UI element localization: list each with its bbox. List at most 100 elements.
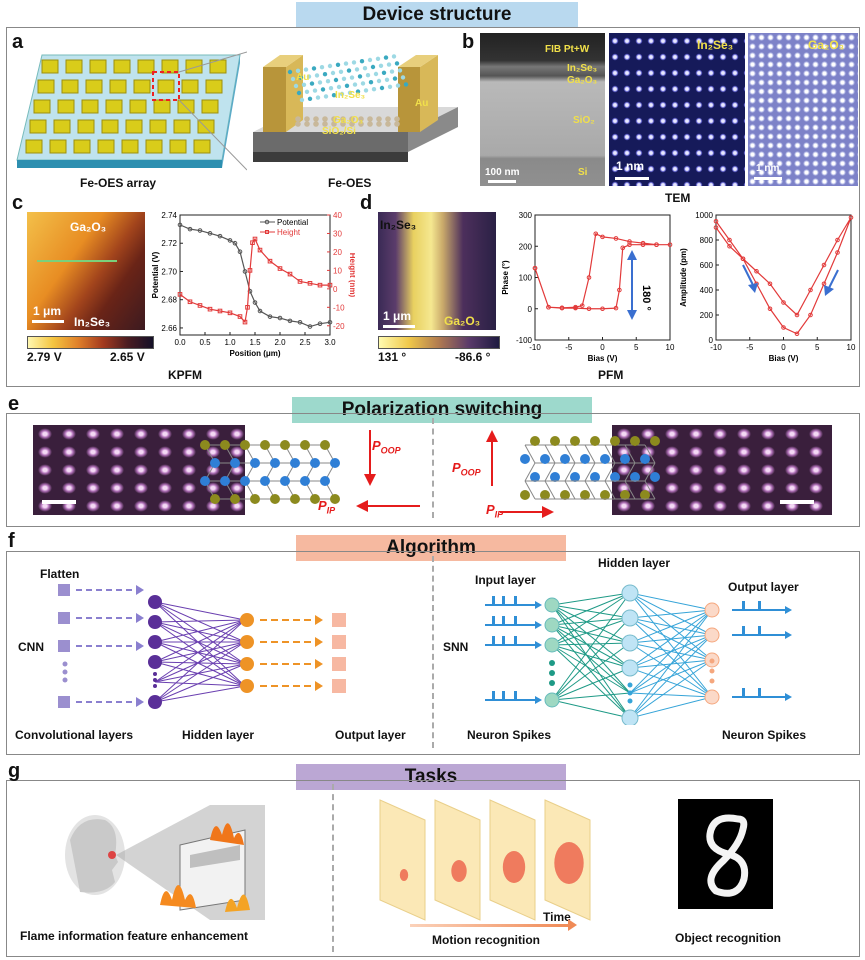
- haadf-image-right: [612, 425, 832, 515]
- electrode-pad: [113, 59, 131, 74]
- atom: [319, 65, 325, 70]
- cnn-label: CNN: [18, 640, 44, 654]
- hidden-neuron: [621, 584, 639, 602]
- data-point: [252, 236, 258, 242]
- connection: [154, 601, 246, 665]
- connection: [629, 659, 713, 719]
- atom: [358, 121, 364, 127]
- object-caption: Object recognition: [675, 931, 782, 945]
- output-neuron: [704, 689, 720, 705]
- spike: [502, 616, 505, 625]
- data-point: [187, 226, 193, 232]
- tem-layer-ga2o3: Ga₂O₃: [567, 75, 598, 86]
- atom: [280, 440, 290, 450]
- legend-marker-height: [265, 230, 269, 234]
- atom: [400, 75, 406, 80]
- data-point: [317, 321, 323, 327]
- y-tick-label: 2.74: [161, 211, 177, 220]
- time-arrow: [410, 924, 570, 927]
- data-point: [573, 304, 578, 310]
- atom: [330, 494, 340, 504]
- output-neuron: [704, 627, 720, 643]
- input-neuron: [544, 637, 560, 653]
- ellipsis-dot: [153, 684, 157, 688]
- output-unit: [332, 657, 346, 671]
- atom: [394, 121, 400, 127]
- electrode-pad: [157, 79, 175, 94]
- atom: [650, 436, 660, 446]
- output-arrow-head: [315, 659, 323, 669]
- atom: [340, 121, 346, 127]
- atom: [386, 62, 392, 67]
- atom: [310, 458, 320, 468]
- connection: [154, 619, 246, 643]
- y-tick-label: 200: [700, 311, 714, 320]
- kpfm-map: [27, 212, 145, 330]
- motion-frames-illustration: [379, 799, 591, 921]
- y-tick-label: 2.66: [161, 324, 177, 333]
- data-point: [267, 258, 273, 264]
- x-tick-label: 0.5: [199, 338, 211, 347]
- atom: [371, 87, 377, 92]
- x-tick-label: 1.0: [224, 338, 236, 347]
- atom: [392, 76, 398, 81]
- y2-tick-label: 40: [333, 211, 342, 220]
- atom: [540, 454, 550, 464]
- y-tick-label: 0: [709, 336, 714, 345]
- bond: [544, 480, 556, 500]
- tem-layer-sio2: SiO₂: [573, 115, 595, 126]
- atom: [389, 69, 395, 74]
- amp-arrow-right: [827, 269, 839, 291]
- data-point: [821, 262, 827, 268]
- series-line: [534, 232, 670, 310]
- data-point: [242, 319, 248, 325]
- atom: [295, 68, 301, 73]
- electrode-pad: [65, 59, 83, 74]
- atom: [200, 476, 210, 486]
- atom: [220, 440, 230, 450]
- y2-tick-label: 0: [333, 285, 338, 294]
- atom: [357, 74, 363, 79]
- pfm-map-bottom-label: Ga₂O₃: [444, 314, 481, 328]
- motion-frame: [434, 799, 481, 921]
- pfm-scale-bar: [383, 325, 415, 328]
- time-arrow-head: [568, 919, 577, 931]
- plot-frame: [534, 214, 671, 341]
- atom: [530, 436, 540, 446]
- connection: [551, 692, 631, 701]
- spike: [492, 636, 495, 645]
- y2-tick-label: 10: [333, 266, 342, 275]
- connection: [629, 609, 713, 694]
- data-point: [287, 271, 293, 277]
- ellipsis-dot: [627, 698, 633, 704]
- atom: [335, 62, 341, 67]
- atom: [600, 454, 610, 464]
- bond: [604, 444, 616, 464]
- conv-unit: [58, 640, 70, 652]
- atom: [359, 59, 365, 64]
- data-point: [600, 306, 605, 312]
- hidden-neuron: [148, 635, 162, 649]
- atom: [640, 490, 650, 500]
- atom: [230, 458, 240, 468]
- atom: [295, 121, 301, 127]
- neuron-spikes-right-label: Neuron Spikes: [722, 728, 807, 742]
- x-tick-label: 10: [847, 343, 856, 352]
- hidden-neuron: [148, 695, 162, 709]
- flatten-arrow-head: [136, 697, 144, 707]
- data-point: [287, 318, 293, 324]
- atom: [403, 82, 409, 87]
- spike-arrow-head: [535, 696, 542, 704]
- output-layer-right-label: Output layer: [728, 580, 799, 594]
- atom: [610, 436, 620, 446]
- plot-frame: [715, 214, 852, 341]
- hidden-layer-left-label: Hidden layer: [182, 728, 255, 742]
- data-point: [217, 233, 223, 239]
- divider-f: [432, 556, 434, 748]
- kpfm-line-cut: [37, 260, 117, 262]
- data-point: [617, 287, 622, 293]
- atom: [391, 54, 397, 59]
- spike-arrow-head: [535, 621, 542, 629]
- data-point: [245, 305, 250, 310]
- data-point: [207, 231, 213, 236]
